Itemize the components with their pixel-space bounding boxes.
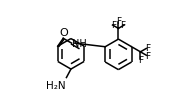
Text: F: F [111, 21, 116, 30]
Text: F: F [145, 44, 150, 53]
Text: F: F [116, 17, 121, 26]
Text: NH: NH [72, 39, 87, 49]
Text: F: F [120, 21, 126, 30]
Text: H₂N: H₂N [46, 80, 65, 90]
Text: O: O [60, 28, 68, 38]
Text: F: F [145, 52, 150, 61]
Text: F: F [138, 56, 143, 65]
